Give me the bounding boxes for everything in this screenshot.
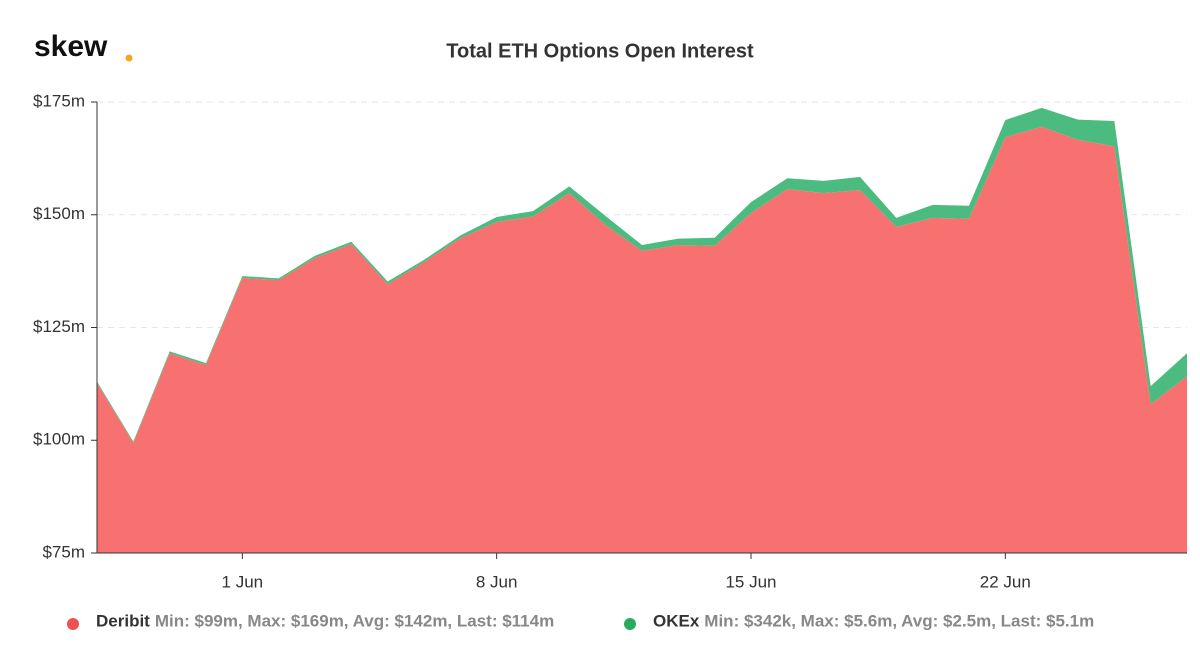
logo: skew: [34, 30, 108, 63]
logo-dot: [125, 54, 133, 62]
area: [97, 126, 1187, 554]
y-tick-label: $75m: [42, 542, 85, 561]
x-tick-label: 1 Jun: [222, 572, 264, 591]
legend-name: OKEx: [653, 611, 700, 630]
legend-summary: Min: $342k, Max: $5.6m, Avg: $2.5m, Last…: [704, 611, 1094, 630]
x-tick-label: 22 Jun: [980, 572, 1031, 591]
y-tick-label: $100m: [33, 430, 85, 449]
chart-title: Total ETH Options Open Interest: [446, 40, 754, 62]
legend-marker: [624, 618, 636, 630]
legend-marker: [67, 618, 79, 630]
y-tick-label: $150m: [33, 204, 85, 223]
legend-name: Deribit: [96, 611, 150, 630]
x-tick-label: 8 Jun: [476, 572, 518, 591]
y-tick-label: $125m: [33, 317, 85, 336]
y-tick-label: $175m: [33, 91, 85, 110]
x-tick-label: 15 Jun: [725, 572, 776, 591]
legend-summary: Min: $99m, Max: $169m, Avg: $142m, Last:…: [155, 611, 554, 630]
